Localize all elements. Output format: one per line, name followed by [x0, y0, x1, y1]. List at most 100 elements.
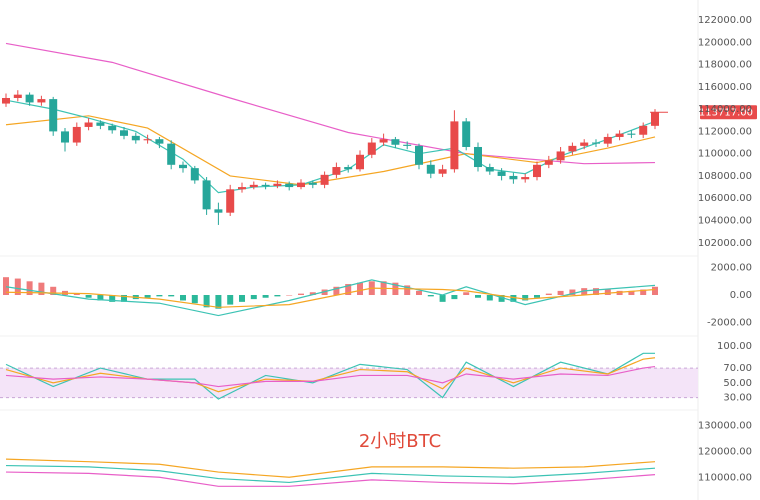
candle-body: [521, 177, 530, 180]
indicator-line: [5, 464, 656, 484]
macd-bar: [85, 295, 92, 298]
candle-body: [509, 175, 518, 180]
candle-body: [415, 145, 423, 165]
candle-body: [297, 182, 305, 188]
macd-bar: [581, 288, 588, 295]
macd-bar: [180, 295, 186, 301]
candle-body: [190, 168, 199, 181]
macd-bar: [3, 277, 9, 295]
y-tick-label: 114000.00: [698, 104, 752, 115]
indicator-line: [5, 352, 655, 400]
y-tick-label: 106000.00: [698, 193, 752, 204]
candle-body: [450, 121, 459, 170]
macd-bar: [97, 295, 104, 301]
macd-bar: [286, 295, 293, 296]
candle-body: [131, 135, 140, 141]
candle-body: [627, 133, 636, 135]
macd-bar: [250, 295, 257, 300]
macd-bar: [333, 286, 340, 295]
indicator-line: [5, 458, 656, 478]
candle-body: [120, 130, 128, 136]
candle-body: [533, 164, 541, 178]
macd-bar: [109, 295, 116, 302]
indicator-line: [5, 287, 656, 308]
candle-body: [403, 144, 412, 146]
macd-bar: [239, 295, 245, 302]
macd-bar: [357, 282, 363, 295]
candle-body: [320, 174, 329, 185]
macd-bar: [73, 293, 80, 295]
candle-body: [580, 142, 589, 146]
macd-bar: [534, 295, 540, 298]
macd-bar: [522, 295, 529, 301]
candle-body: [167, 143, 176, 165]
last-price-label: 113717.00: [699, 107, 753, 118]
candle-body: [308, 182, 317, 185]
macd-bar: [640, 289, 647, 295]
indicator-line: [5, 471, 656, 487]
macd-bar: [593, 288, 599, 295]
macd-bar: [510, 295, 517, 302]
macd-bar: [498, 295, 505, 302]
macd-bar: [439, 295, 446, 302]
macd-bar: [463, 292, 470, 295]
macd-bar: [652, 286, 658, 295]
macd-bar: [557, 290, 564, 295]
macd-bar: [616, 290, 623, 295]
indicator-line: [5, 279, 656, 317]
candle-body: [214, 209, 223, 213]
candle-body: [639, 125, 648, 135]
candle-body: [391, 139, 400, 145]
candle-body: [84, 122, 93, 127]
candle-body: [497, 171, 506, 176]
candle-body: [367, 142, 376, 155]
candle-body: [544, 160, 553, 165]
macd-bar: [144, 295, 151, 298]
y-tick-label: 50.00: [723, 378, 752, 389]
macd-bar: [404, 285, 411, 295]
candle-body: [485, 167, 494, 172]
candle-body: [96, 122, 105, 126]
indicator-line: [5, 42, 656, 165]
y-tick-label: 30.00: [723, 393, 752, 404]
y-tick-label: -2000.00: [707, 317, 752, 328]
macd-bar: [604, 289, 611, 295]
candle-body: [568, 145, 577, 152]
watermark: 2小时BTC: [359, 431, 441, 452]
candle-body: [261, 184, 270, 186]
y-tick-label: 122000.00: [698, 15, 752, 26]
candle-body: [202, 180, 211, 210]
macd-bar: [298, 293, 304, 295]
candle-body: [238, 187, 246, 190]
macd-bar: [345, 284, 352, 295]
y-tick-label: 102000.00: [698, 238, 752, 249]
macd-bar: [486, 295, 493, 301]
macd-bar: [545, 293, 552, 295]
macd-bar: [38, 282, 45, 295]
candle-body: [356, 154, 364, 170]
candle-body: [37, 99, 46, 103]
indicator-line: [5, 115, 656, 186]
candle-body: [474, 146, 482, 168]
macd-bar: [262, 295, 269, 298]
y-tick-label: 120000.00: [698, 446, 752, 457]
macd-bar: [191, 295, 198, 304]
candle-body: [249, 184, 258, 188]
y-tick-label: 104000.00: [698, 215, 752, 226]
candle-body: [49, 99, 58, 132]
macd-bar: [274, 295, 281, 297]
macd-bar: [451, 295, 458, 300]
y-tick-label: 108000.00: [698, 171, 752, 182]
y-tick-label: 2000.00: [711, 263, 752, 274]
candle-body: [72, 126, 81, 143]
macd-bar: [427, 295, 434, 297]
last-price-tag: [700, 105, 757, 120]
macd-bar: [215, 295, 222, 309]
y-tick-label: 116000.00: [698, 82, 752, 93]
macd-bar: [569, 289, 576, 295]
candle-body: [556, 151, 565, 161]
y-tick-label: 0.00: [730, 290, 752, 301]
candle-body: [155, 139, 164, 144]
candle-body: [179, 164, 187, 169]
